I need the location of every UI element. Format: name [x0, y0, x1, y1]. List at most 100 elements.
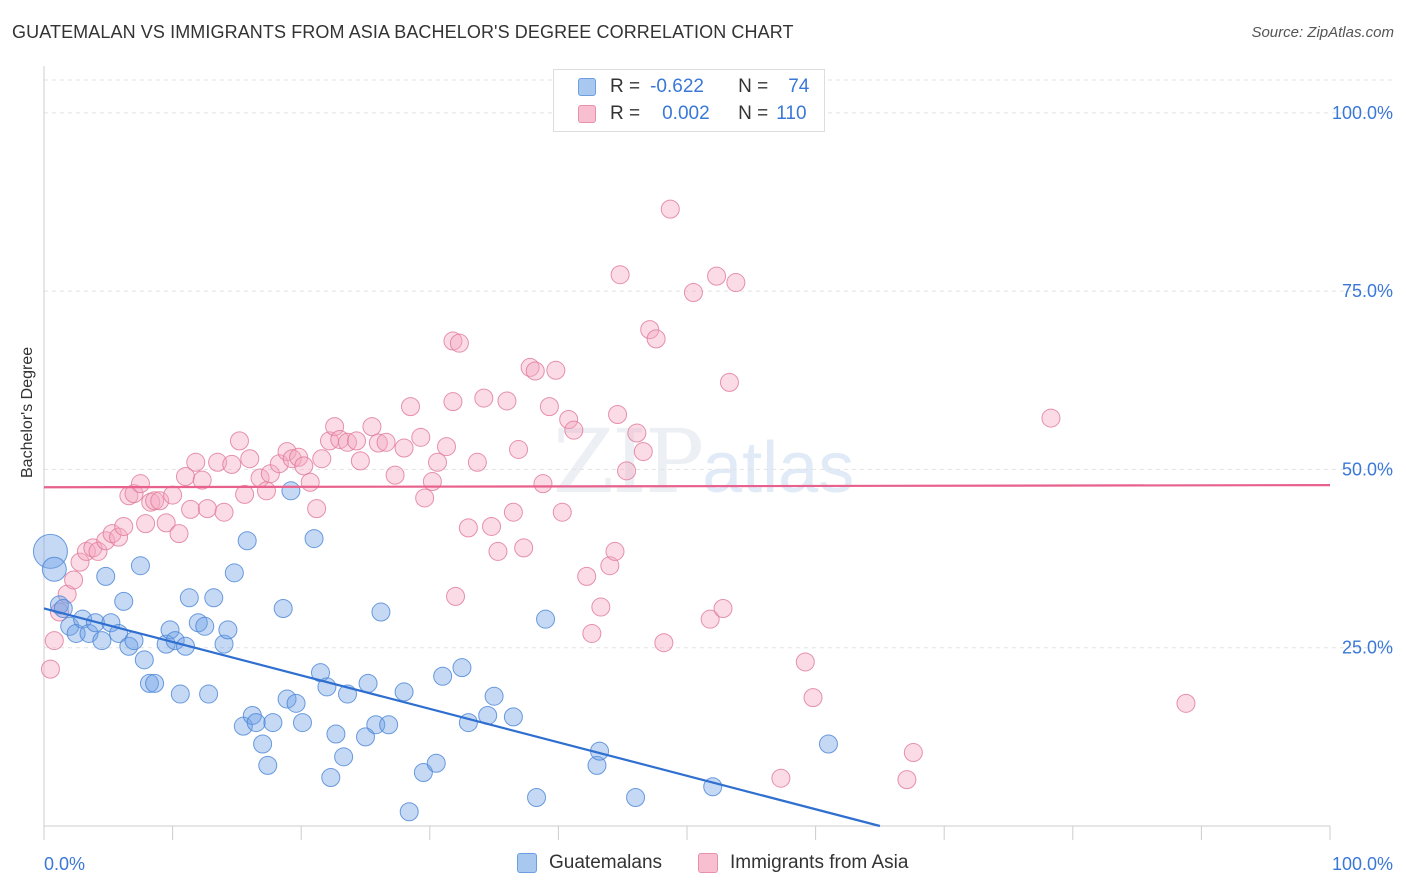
data-point	[145, 491, 165, 511]
data-point	[520, 357, 540, 377]
legend-item-guatemalans: Guatemalans	[517, 852, 662, 874]
data-point	[253, 734, 273, 754]
data-point	[169, 524, 189, 544]
data-point	[139, 673, 159, 693]
legend-r-value: -0.622	[650, 76, 704, 97]
data-point	[600, 556, 620, 576]
data-point	[803, 688, 823, 708]
data-point	[224, 563, 244, 583]
data-point	[156, 513, 176, 533]
data-point	[536, 609, 556, 629]
data-point	[587, 755, 607, 775]
data-point	[443, 392, 463, 412]
data-point	[124, 484, 144, 504]
data-point	[426, 753, 446, 773]
data-point	[237, 531, 257, 551]
data-point	[160, 620, 180, 640]
data-point	[422, 472, 442, 492]
legend-row-immigrants-from-asia: R = 0.002 N = 110	[578, 102, 807, 126]
data-point	[304, 529, 324, 549]
data-point	[358, 673, 378, 693]
data-point	[70, 552, 90, 572]
trend-lines	[43, 484, 1331, 828]
data-point	[608, 404, 628, 424]
data-point	[564, 420, 584, 440]
data-point	[307, 499, 327, 519]
trend-line	[43, 607, 881, 828]
data-point	[88, 541, 108, 561]
data-point	[897, 770, 917, 790]
data-point	[175, 467, 195, 487]
data-point	[591, 597, 611, 617]
data-point	[552, 502, 572, 522]
legend-r-label: R =	[610, 76, 641, 97]
data-point	[130, 556, 150, 576]
data-point	[119, 636, 139, 656]
data-point	[818, 734, 838, 754]
data-point	[795, 652, 815, 672]
data-point	[218, 620, 238, 640]
legend-swatch-immigrants-from-asia	[578, 105, 596, 123]
data-point	[92, 631, 112, 651]
data-point	[281, 481, 301, 501]
data-point	[467, 452, 487, 472]
data-point	[195, 616, 215, 636]
data-point	[150, 491, 170, 511]
data-point	[214, 634, 234, 654]
legend-label-guatemalans: Guatemalans	[549, 852, 663, 873]
data-point	[413, 763, 433, 783]
y-tick-label: 25.0%	[1342, 638, 1393, 658]
data-point	[96, 531, 116, 551]
data-point	[321, 768, 341, 788]
y-axis-label: Bachelor's Degree	[19, 346, 36, 478]
data-point	[700, 609, 720, 629]
data-point	[240, 449, 260, 469]
data-point	[452, 658, 472, 678]
legend-n-label: N =	[738, 76, 769, 97]
data-point	[654, 633, 674, 653]
data-point	[330, 429, 350, 449]
data-point	[44, 631, 64, 651]
data-point	[640, 320, 660, 340]
data-point	[256, 481, 276, 501]
data-point	[726, 273, 746, 293]
data-point	[163, 485, 183, 505]
data-point	[433, 666, 453, 686]
data-point	[539, 397, 559, 417]
y-tick-label: 50.0%	[1342, 459, 1393, 479]
chart-title: GUATEMALAN VS IMMIGRANTS FROM ASIA BACHE…	[12, 22, 794, 42]
data-point	[385, 465, 405, 485]
data-point	[64, 570, 84, 590]
series-guatemalans	[32, 481, 838, 822]
data-point	[399, 802, 419, 822]
legend-n-value: 110	[776, 103, 807, 124]
data-point	[683, 283, 703, 303]
correlation-legend: R = -0.622 N = 74 R = 0.002 N = 110	[553, 69, 825, 132]
data-point	[509, 439, 529, 459]
data-point	[258, 755, 278, 775]
data-point	[497, 391, 517, 411]
data-point	[114, 516, 134, 536]
data-point	[719, 372, 739, 392]
data-point	[76, 541, 96, 561]
data-point	[96, 566, 116, 586]
data-point	[326, 724, 346, 744]
data-point	[214, 502, 234, 522]
data-point	[263, 713, 283, 733]
data-point	[102, 524, 122, 544]
data-point	[605, 541, 625, 561]
data-point	[660, 199, 680, 219]
source-label: Source: ZipAtlas.com	[1251, 24, 1394, 41]
data-point	[222, 454, 242, 474]
data-point	[458, 518, 478, 538]
data-point	[282, 449, 302, 469]
data-point	[474, 388, 494, 408]
data-point	[294, 456, 314, 476]
data-point	[49, 595, 69, 615]
data-point	[114, 591, 134, 611]
data-point	[394, 438, 414, 458]
data-point	[286, 693, 306, 713]
data-point	[771, 768, 791, 788]
data-point	[446, 586, 466, 606]
data-point	[415, 488, 435, 508]
